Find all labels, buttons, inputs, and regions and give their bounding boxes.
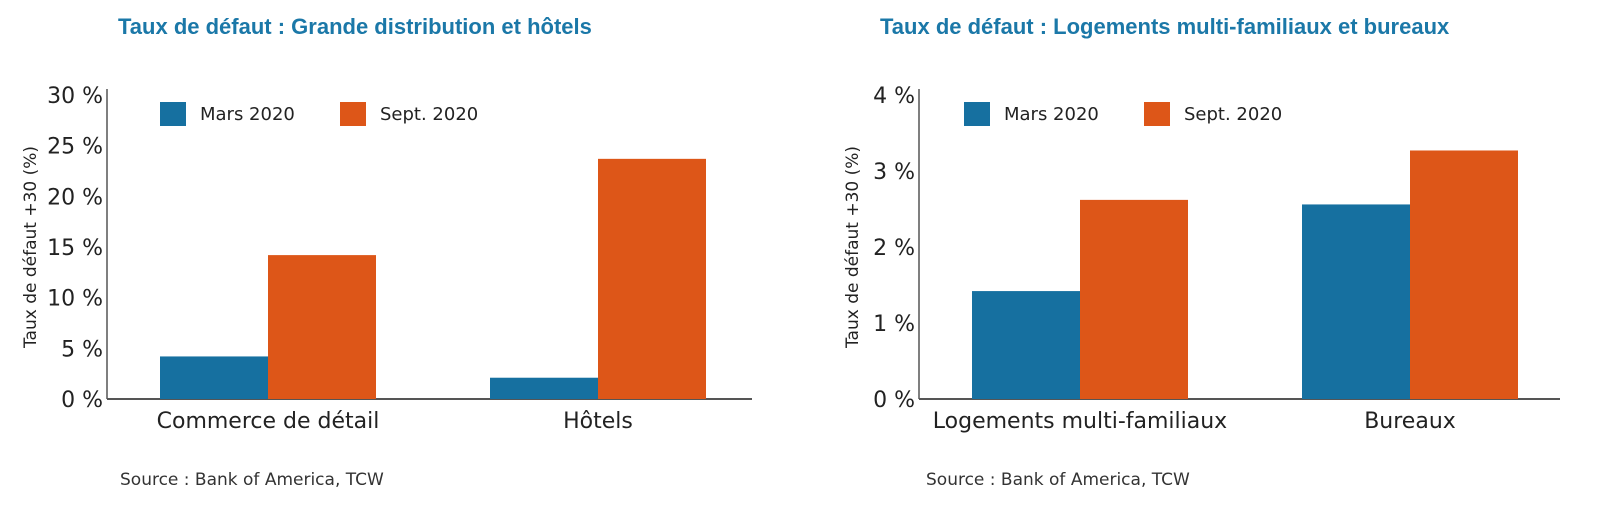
y-tick-label: 30 % xyxy=(47,84,103,109)
x-category-label: Bureaux xyxy=(1364,409,1456,434)
chart-panel-right: Taux de défaut : Logements multi-familia… xyxy=(800,0,1600,510)
source-note: Source : Bank of America, TCW xyxy=(926,470,1190,490)
bar xyxy=(268,255,376,399)
y-axis-label: Taux de défaut +30 (%) xyxy=(21,146,41,349)
bar xyxy=(1410,150,1518,399)
y-tick-label: 2 % xyxy=(873,236,915,261)
chart-title: Taux de défaut : Logements multi-familia… xyxy=(880,14,1450,39)
y-tick-label: 25 % xyxy=(47,135,103,160)
legend-swatch xyxy=(340,102,366,126)
x-category-label: Commerce de détail xyxy=(157,409,380,434)
legend-swatch xyxy=(160,102,186,126)
y-tick-label: 20 % xyxy=(47,185,103,210)
y-tick-label: 5 % xyxy=(61,337,103,362)
y-tick-label: 1 % xyxy=(873,312,915,337)
bar xyxy=(490,377,598,399)
chart-title: Taux de défaut : Grande distribution et … xyxy=(118,14,592,39)
legend-label: Mars 2020 xyxy=(1004,104,1099,125)
x-category-label: Hôtels xyxy=(563,409,633,434)
y-tick-label: 3 % xyxy=(873,160,915,185)
bar-chart-right: 0 % 1 % 2 % 3 % 4 % Taux de défaut +30 (%) Log… xyxy=(843,84,1560,434)
legend-label: Sept. 2020 xyxy=(380,104,478,125)
y-axis-label: Taux de défaut +30 (%) xyxy=(843,146,863,349)
bar xyxy=(972,291,1080,399)
y-tick-label: 10 % xyxy=(47,287,103,312)
source-note: Source : Bank of America, TCW xyxy=(120,470,384,490)
y-tick-label: 0 % xyxy=(61,388,103,413)
legend-label: Mars 2020 xyxy=(200,104,295,125)
bar xyxy=(1080,199,1188,399)
bar xyxy=(1302,204,1410,399)
bar xyxy=(160,356,268,399)
y-tick-label: 15 % xyxy=(47,236,103,261)
legend-swatch xyxy=(1144,102,1170,126)
bar xyxy=(598,158,706,399)
legend-label: Sept. 2020 xyxy=(1184,104,1282,125)
y-tick-label: 0 % xyxy=(873,388,915,413)
chart-panel-left: Taux de défaut : Grande distribution et … xyxy=(21,14,752,490)
bar-chart-left: 0 % 5 % 10 % 15 % 20 % 25 % 30 % Taux de défaut… xyxy=(21,84,752,434)
y-tick-label: 4 % xyxy=(873,84,915,109)
x-category-label: Logements multi-familiaux xyxy=(933,409,1227,434)
legend-swatch xyxy=(964,102,990,126)
